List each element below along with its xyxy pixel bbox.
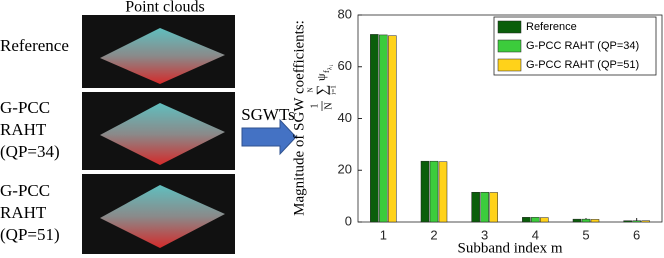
y-tick-label: 20 <box>338 162 352 177</box>
point-cloud-image <box>82 15 235 88</box>
bar <box>581 218 591 223</box>
legend-swatch <box>497 58 522 72</box>
x-tick-label: 1 <box>380 227 387 242</box>
legend-swatch <box>497 39 522 53</box>
legend-label: G-PCC RAHT (QP=51) <box>526 59 639 71</box>
bar <box>623 220 632 223</box>
panel-title: Point clouds <box>125 0 205 16</box>
formula-den: N <box>323 102 334 109</box>
point-cloud-image <box>82 92 235 170</box>
row-label: RAHT <box>0 120 47 139</box>
y-tick-label: 40 <box>338 110 352 125</box>
bar <box>522 217 531 223</box>
bar <box>480 191 489 223</box>
bar <box>540 217 549 223</box>
formula-subsub-index: i <box>330 64 335 66</box>
bar <box>429 160 439 223</box>
bar <box>531 217 540 223</box>
bar <box>438 161 448 223</box>
row-label: RAHT <box>0 203 47 222</box>
row-label: G-PCC <box>0 181 50 200</box>
arrow-label: SGWTs <box>241 105 295 124</box>
formula-sub: f <box>322 70 331 73</box>
y-tick-label: 60 <box>338 58 352 73</box>
formula-subsub: λ <box>327 67 333 70</box>
row-label: Reference <box>0 36 69 55</box>
bar <box>420 160 430 223</box>
row-label: (QP=34) <box>0 142 60 161</box>
point-cloud-image <box>82 174 235 254</box>
formula-sum: ∑ <box>314 85 330 96</box>
bar <box>641 220 650 223</box>
formula-psi: ψ <box>314 73 328 81</box>
legend-swatch <box>497 20 522 34</box>
y-tick-label: 0 <box>345 213 352 228</box>
legend-label: G-PCC RAHT (QP=34) <box>526 40 639 52</box>
bar <box>370 34 379 223</box>
bar <box>379 34 388 223</box>
arrow <box>241 118 297 156</box>
bar <box>572 218 582 223</box>
bar <box>632 220 641 223</box>
x-tick-label: 4 <box>532 227 539 242</box>
bar <box>388 35 397 223</box>
y-axis-label-group: Magnitude of SGW coefficients: 1 NN ∑ i=1ψfλ… <box>291 20 337 216</box>
x-tick-label: 2 <box>430 227 437 242</box>
legend-label: Reference <box>526 21 577 33</box>
row-label: (QP=51) <box>0 225 60 244</box>
x-tick-label: 5 <box>582 227 589 242</box>
y-axis-label: Magnitude of SGW coefficients: <box>291 20 307 216</box>
formula-num: 1 <box>309 104 320 109</box>
x-axis-label: Subband index m <box>458 240 563 256</box>
formula-sum-top: N <box>307 87 315 92</box>
x-tick-label: 6 <box>633 227 640 242</box>
row-label: G-PCC <box>0 98 50 117</box>
bar <box>590 219 600 223</box>
bar <box>471 191 480 223</box>
bar <box>489 192 498 223</box>
y-tick-label: 80 <box>338 6 352 21</box>
formula-sum-bottom: i=1 <box>330 85 338 95</box>
x-tick-label: 3 <box>481 227 488 242</box>
